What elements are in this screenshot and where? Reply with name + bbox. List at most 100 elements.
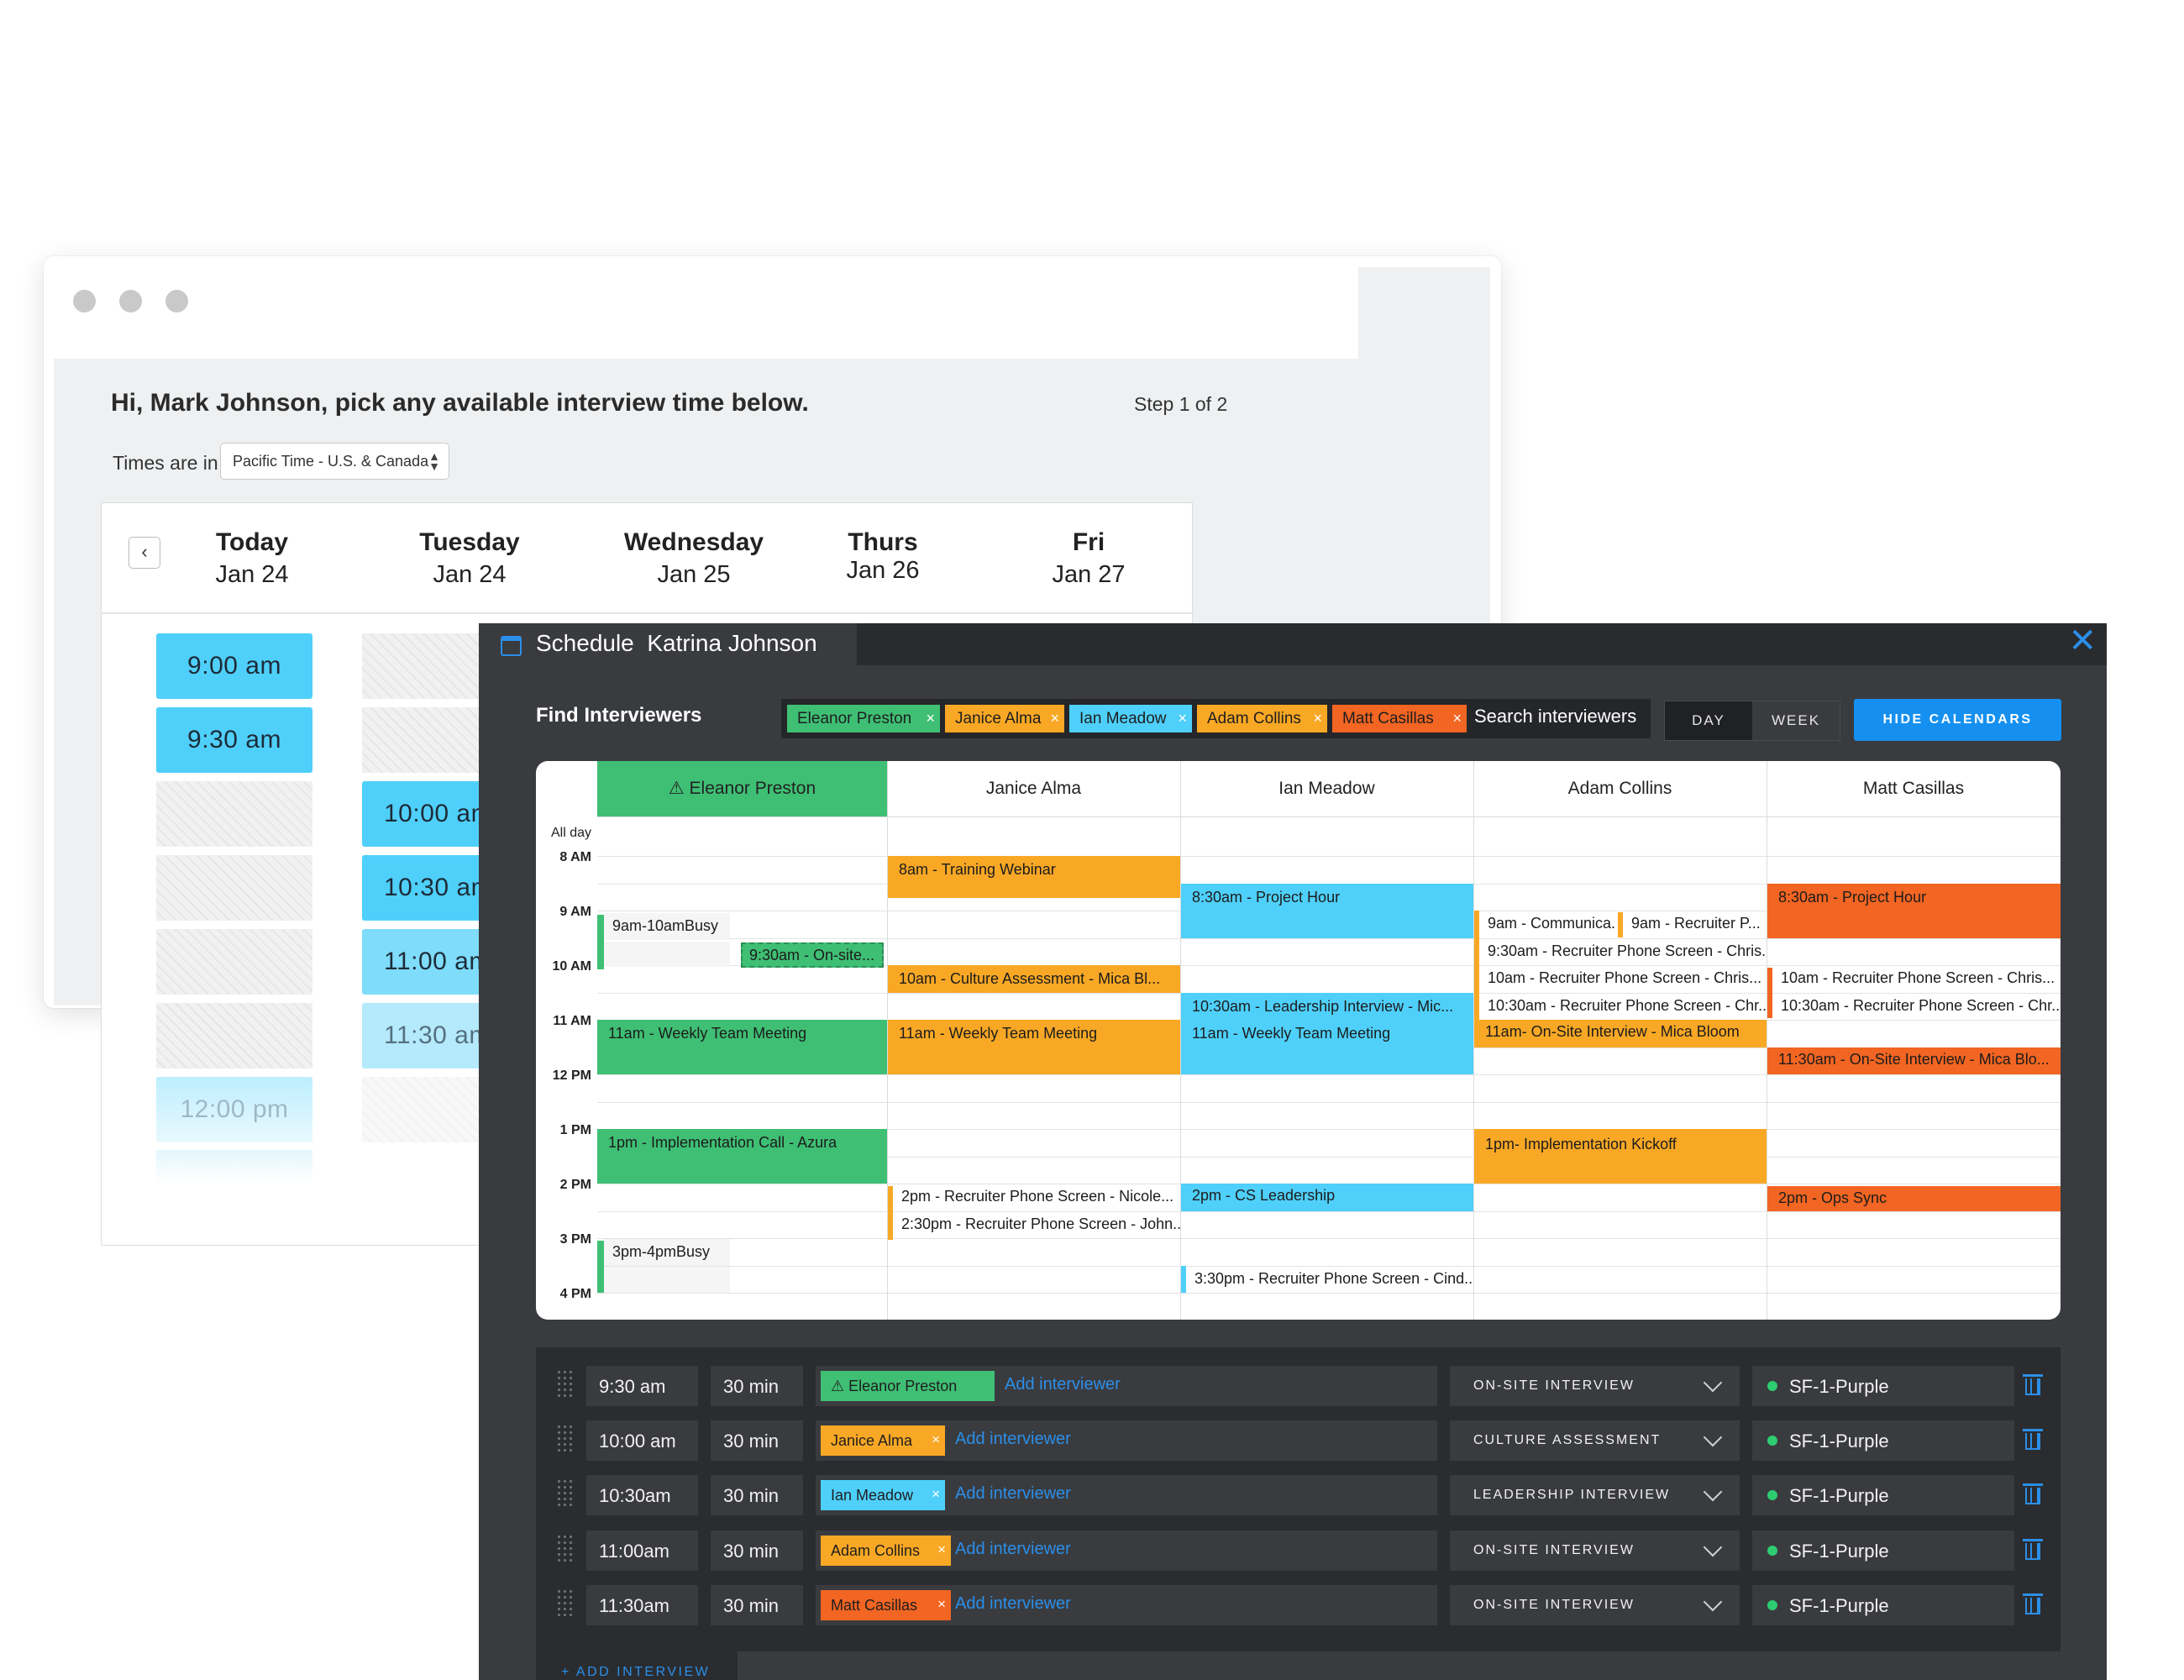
remove-icon[interactable]: ×: [937, 1541, 946, 1557]
interviewer-chip[interactable]: Matt Casillas ×: [1332, 705, 1467, 732]
calendar-event[interactable]: 2pm - Recruiter Phone Screen - Nicole...: [901, 1188, 1174, 1205]
drag-handle-icon[interactable]: [556, 1369, 575, 1399]
interview-time[interactable]: 10:30am: [586, 1475, 698, 1515]
interviewer-search-bar[interactable]: Eleanor Preston × Janice Alma × Ian Meadow…: [781, 699, 1651, 738]
interview-duration[interactable]: 30 min: [711, 1366, 803, 1406]
prev-week-button[interactable]: ‹: [129, 537, 160, 569]
interview-type-select[interactable]: ON-SITE INTERVIEW: [1450, 1366, 1740, 1406]
column-header-matt[interactable]: Matt Casillas: [1862, 779, 1965, 798]
trash-icon[interactable]: [2023, 1429, 2043, 1451]
remove-icon[interactable]: ×: [932, 1486, 940, 1502]
calendar-event[interactable]: 9:30am - Recruiter Phone Screen - Chris.…: [1488, 942, 1767, 959]
interviewer-chip[interactable]: Janice Alma ×: [821, 1425, 945, 1456]
interviewer-field[interactable]: Ian Meadow × Add interviewer: [816, 1475, 1437, 1515]
calendar-event[interactable]: 2pm - CS Leadership: [1181, 1184, 1473, 1211]
interview-type-select[interactable]: LEADERSHIP INTERVIEW: [1450, 1475, 1740, 1515]
interview-duration[interactable]: 30 min: [711, 1475, 803, 1515]
drag-handle-icon[interactable]: [556, 1534, 575, 1564]
calendar-event[interactable]: 11:30am - On-Site Interview - Mica Blo..…: [1767, 1047, 2061, 1074]
interviewer-chip[interactable]: Ian Meadow ×: [1069, 705, 1192, 732]
add-interview-button[interactable]: + ADD INTERVIEW: [561, 1665, 711, 1679]
add-interviewer-link[interactable]: Add interviewer: [955, 1540, 1071, 1558]
remove-icon[interactable]: ×: [1050, 710, 1059, 727]
column-header-janice[interactable]: Janice Alma: [985, 779, 1082, 798]
interviewer-chip[interactable]: Janice Alma ×: [945, 705, 1064, 732]
window-dot-minimize[interactable]: [119, 290, 142, 312]
day-toggle[interactable]: DAY: [1665, 701, 1752, 740]
trash-icon[interactable]: [2023, 1593, 2043, 1615]
remove-icon[interactable]: ×: [932, 1431, 940, 1447]
interview-type-select[interactable]: ON-SITE INTERVIEW: [1450, 1585, 1740, 1625]
trash-icon[interactable]: [2023, 1374, 2043, 1396]
drag-handle-icon[interactable]: [556, 1478, 575, 1509]
calendar-event[interactable]: 11am - Weekly Team Meeting: [1181, 1020, 1473, 1074]
search-interviewers-input[interactable]: Search interviewers: [1474, 706, 1637, 727]
remove-icon[interactable]: ×: [937, 1596, 946, 1612]
interviewer-field[interactable]: Janice Alma × Add interviewer: [816, 1420, 1437, 1461]
calendar-event[interactable]: 1pm - Implementation Call - Azura: [597, 1129, 887, 1184]
calendar-event[interactable]: 8:30am - Project Hour: [1181, 884, 1473, 938]
calendar-event[interactable]: 1pm- Implementation Kickoff: [1474, 1129, 1767, 1184]
room-select[interactable]: SF-1-Purple: [1752, 1366, 2014, 1406]
interview-time[interactable]: 10:00 am: [586, 1420, 698, 1461]
calendar-event[interactable]: 3:30pm - Recruiter Phone Screen - Cind..…: [1194, 1270, 1473, 1287]
add-interviewer-link[interactable]: Add interviewer: [955, 1484, 1071, 1503]
calendar-event[interactable]: 11am- On-Site Interview - Mica Bloom: [1474, 1020, 1767, 1047]
add-interviewer-link[interactable]: Add interviewer: [955, 1430, 1071, 1448]
interview-time[interactable]: 11:30am: [586, 1585, 698, 1625]
interviewer-chip[interactable]: Eleanor Preston ×: [787, 705, 940, 732]
calendar-event[interactable]: 10:30am - Leadership Interview - Mic...: [1181, 993, 1473, 1020]
remove-icon[interactable]: ×: [926, 710, 935, 727]
room-select[interactable]: SF-1-Purple: [1752, 1585, 2014, 1625]
calendar-event[interactable]: 10:30am - Recruiter Phone Screen - Chr..…: [1781, 997, 2061, 1014]
drag-handle-icon[interactable]: [556, 1424, 575, 1454]
calendar-event[interactable]: 9am-10amBusy: [604, 913, 730, 940]
remove-icon[interactable]: ×: [1313, 710, 1322, 727]
interview-duration[interactable]: 30 min: [711, 1585, 803, 1625]
calendar-event[interactable]: 10am - Recruiter Phone Screen - Chris...: [1781, 969, 2055, 986]
trash-icon[interactable]: [2023, 1539, 2043, 1561]
drag-handle-icon[interactable]: [556, 1588, 575, 1619]
trash-icon[interactable]: [2023, 1483, 2043, 1505]
calendar-event[interactable]: 3pm-4pmBusy: [604, 1239, 730, 1266]
calendar-event[interactable]: 10am - Recruiter Phone Screen - Chris...: [1488, 969, 1762, 986]
interview-type-select[interactable]: CULTURE ASSESSMENT: [1450, 1420, 1740, 1461]
calendar-event[interactable]: 10am - Culture Assessment - Mica Bl...: [888, 965, 1180, 993]
calendar-event[interactable]: 11am - Weekly Team Meeting: [597, 1020, 887, 1074]
add-interviewer-link[interactable]: Add interviewer: [955, 1594, 1071, 1613]
week-toggle[interactable]: WEEK: [1752, 701, 1840, 740]
calendar-event[interactable]: 8:30am - Project Hour: [1767, 884, 2061, 938]
interview-type-select[interactable]: ON-SITE INTERVIEW: [1450, 1530, 1740, 1571]
room-select[interactable]: SF-1-Purple: [1752, 1420, 2014, 1461]
interview-time[interactable]: 11:00am: [586, 1530, 698, 1571]
interviewer-chip[interactable]: Adam Collins ×: [1197, 705, 1327, 732]
interviewer-field[interactable]: Matt Casillas × Add interviewer: [816, 1585, 1437, 1625]
room-select[interactable]: SF-1-Purple: [1752, 1530, 2014, 1571]
hide-calendars-button[interactable]: HIDE CALENDARS: [1854, 699, 2061, 741]
time-slot[interactable]: 9:00 am: [156, 633, 312, 699]
calendar-event[interactable]: 2:30pm - Recruiter Phone Screen - John..…: [901, 1215, 1180, 1232]
interviewer-field[interactable]: Adam Collins × Add interviewer: [816, 1530, 1437, 1571]
interview-time[interactable]: 9:30 am: [586, 1366, 698, 1406]
calendar-event[interactable]: 2pm - Ops Sync: [1767, 1186, 2061, 1211]
calendar-event[interactable]: 9am - Recruiter P...: [1631, 915, 1761, 932]
interviewer-chip[interactable]: Ian Meadow ×: [821, 1480, 945, 1510]
column-header-adam[interactable]: Adam Collins: [1567, 779, 1672, 798]
calendar-event[interactable]: 10:30am - Recruiter Phone Screen - Chr..…: [1488, 997, 1767, 1014]
timezone-select[interactable]: Pacific Time - U.S. & Canada ▲ ▼: [220, 443, 449, 480]
time-slot[interactable]: 9:30 am: [156, 707, 312, 773]
column-header-ian[interactable]: Ian Meadow: [1278, 779, 1375, 798]
close-icon[interactable]: ✕: [2068, 622, 2097, 659]
interview-duration[interactable]: 30 min: [711, 1530, 803, 1571]
add-interviewer-link[interactable]: Add interviewer: [1005, 1375, 1121, 1394]
calendar-event[interactable]: 11am - Weekly Team Meeting: [888, 1020, 1180, 1074]
column-header-eleanor[interactable]: ⚠ Eleanor Preston: [597, 761, 887, 816]
calendar-event[interactable]: 9am - Communica...: [1488, 915, 1616, 932]
interviewer-chip[interactable]: Matt Casillas ×: [821, 1590, 951, 1620]
interviewer-chip[interactable]: ⚠ Eleanor Preston: [821, 1371, 995, 1401]
calendar-event[interactable]: 9:30am - On-site...: [741, 942, 884, 968]
room-select[interactable]: SF-1-Purple: [1752, 1475, 2014, 1515]
interviewer-chip[interactable]: Adam Collins ×: [821, 1536, 951, 1566]
window-dot-maximize[interactable]: [165, 290, 188, 312]
time-slot[interactable]: 12:00 pm: [156, 1077, 312, 1142]
